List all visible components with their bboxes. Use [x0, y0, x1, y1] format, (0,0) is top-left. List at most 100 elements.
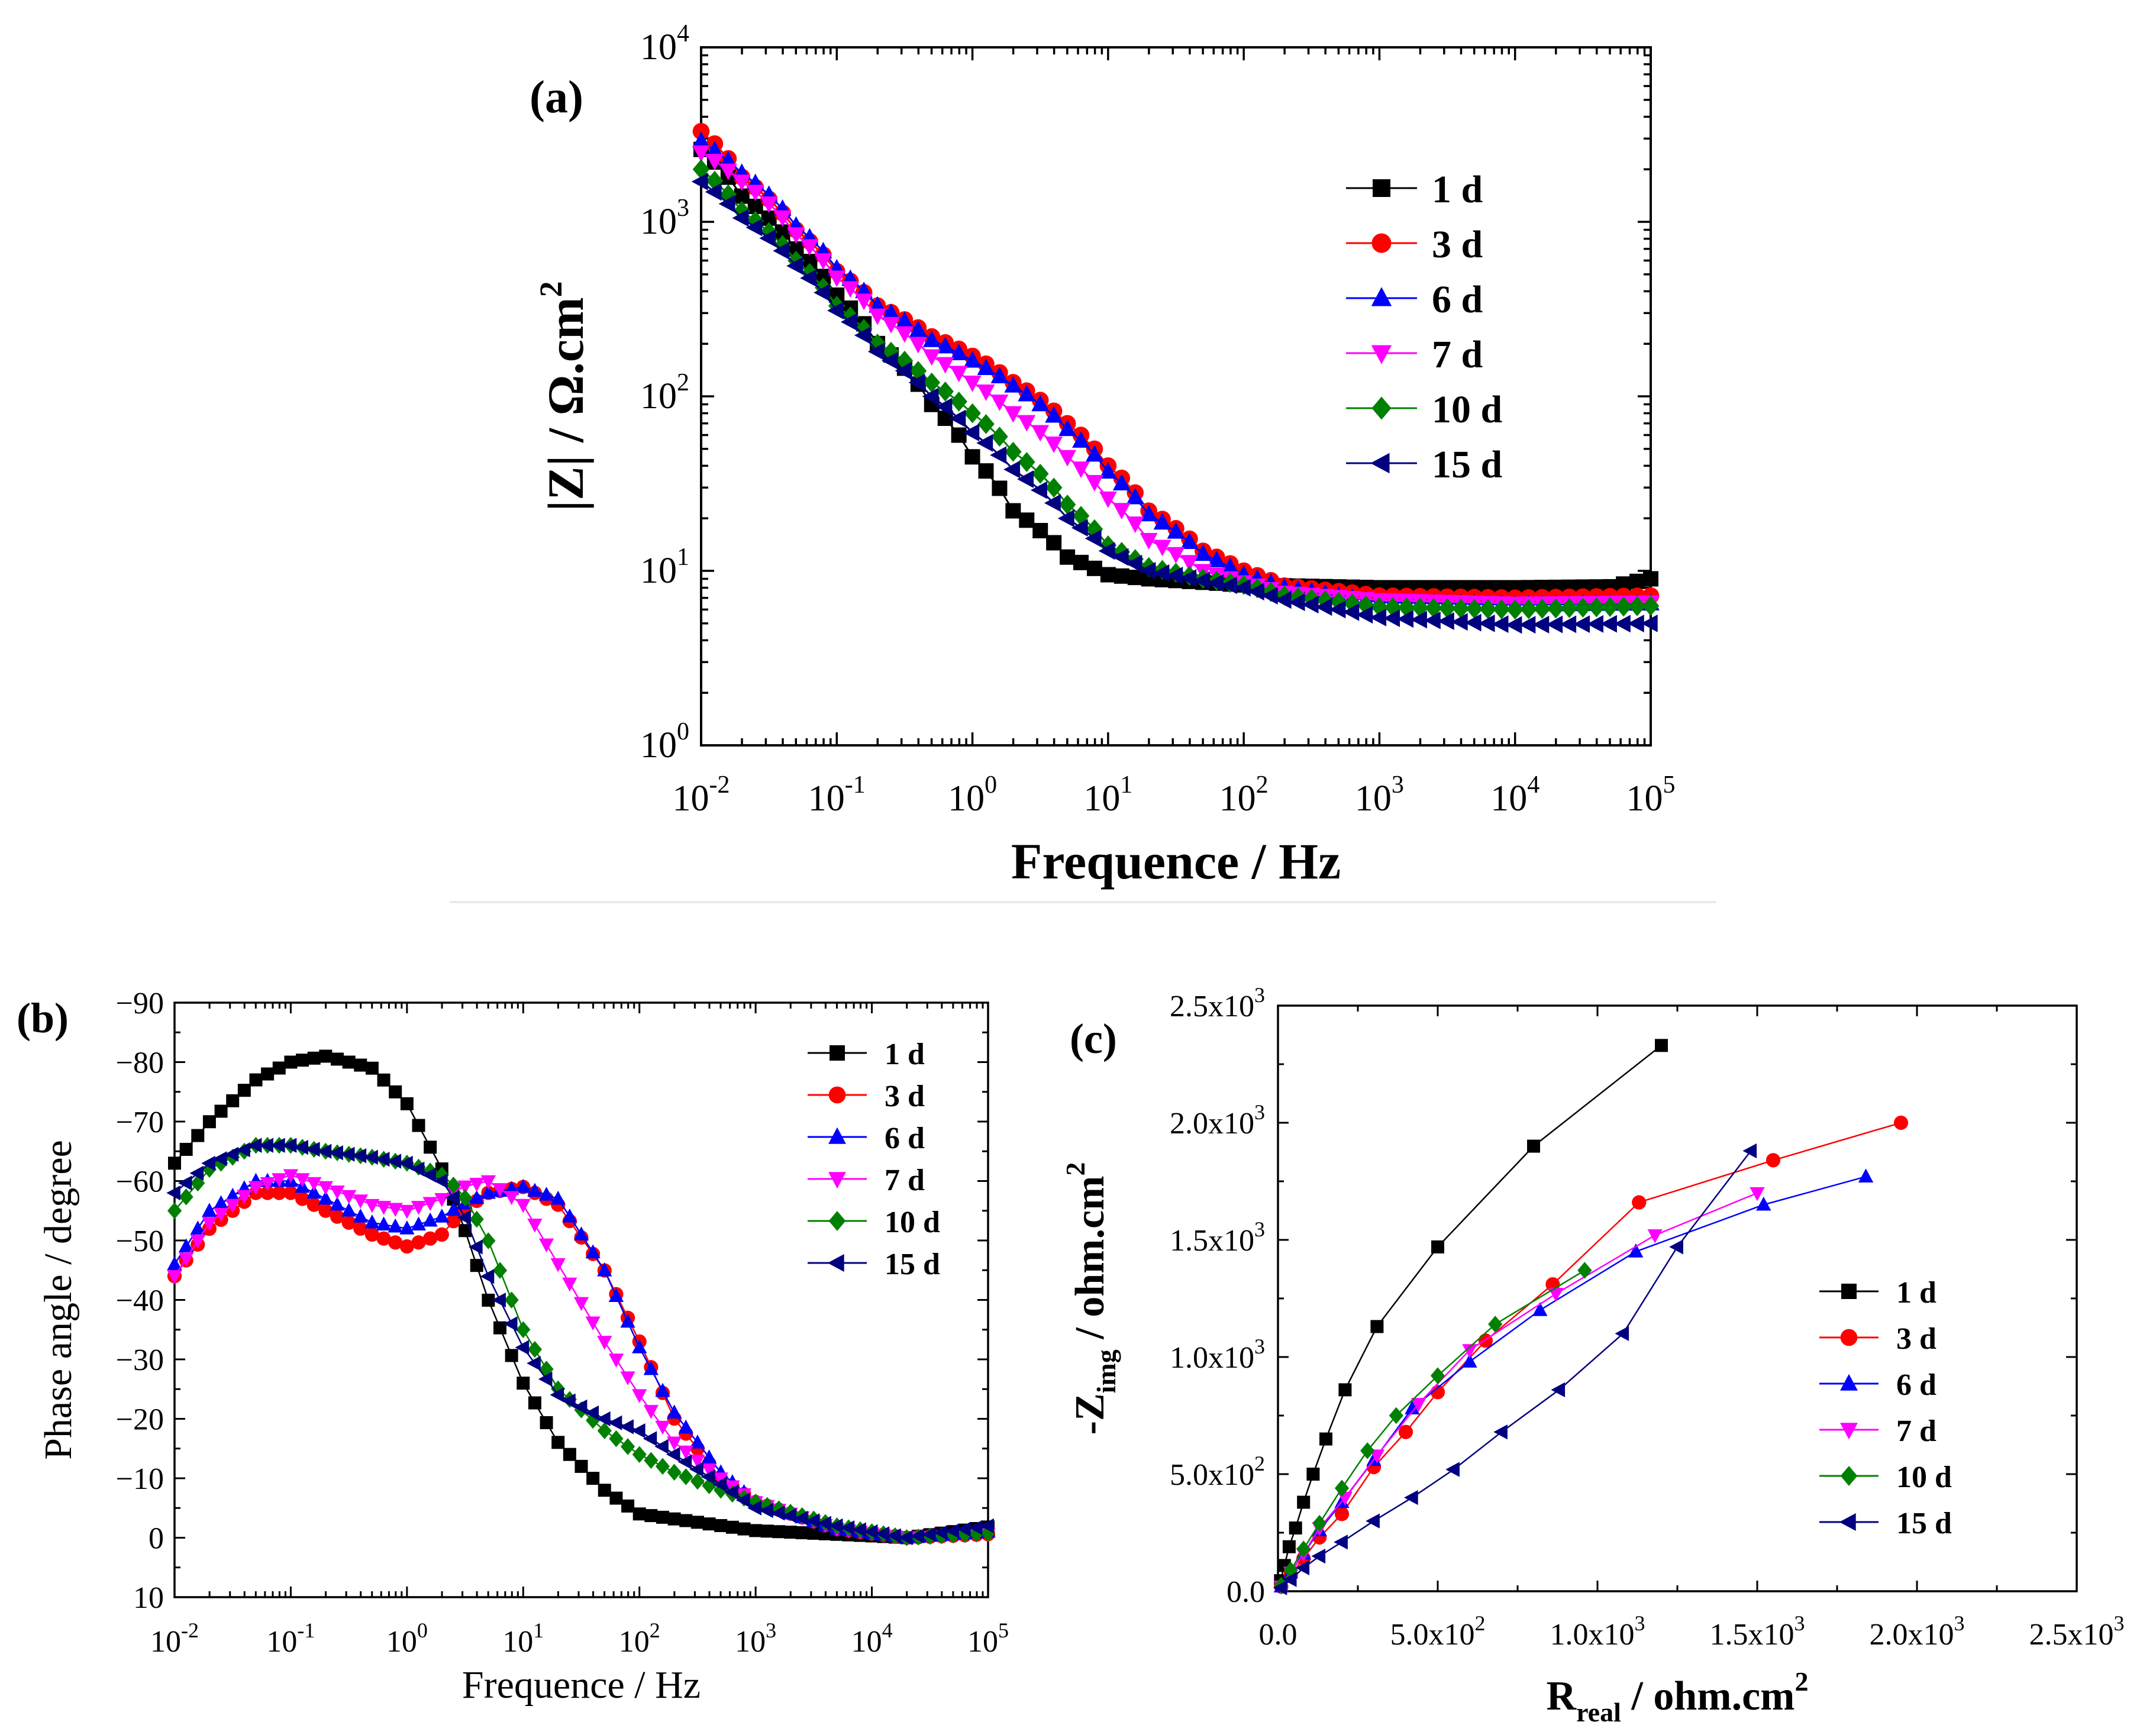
legend-marker [1840, 1329, 1858, 1346]
data-point [305, 1142, 320, 1157]
data-point [1140, 533, 1158, 550]
data-point [712, 1476, 727, 1492]
y-axis-title-rest: / ohm.cm [1067, 1176, 1113, 1350]
data-point [1520, 599, 1537, 619]
data-point [249, 1073, 263, 1087]
data-point [807, 1526, 821, 1540]
legend-marker [1371, 287, 1392, 306]
data-point [621, 1499, 635, 1513]
data-point [1587, 597, 1605, 618]
data-point [586, 1472, 600, 1485]
legend-marker [830, 1045, 845, 1061]
data-point [787, 227, 805, 244]
data-point [895, 361, 912, 380]
y-tick-label-base: 1.5x10 [1170, 1224, 1254, 1258]
data-point [1071, 519, 1088, 537]
data-point [457, 1189, 473, 1207]
y-tick-label: 101 [640, 544, 689, 591]
data-point [1085, 475, 1103, 492]
data-point [166, 1185, 180, 1201]
legend-marker [828, 1172, 846, 1189]
x-axis-title: Rreal / ohm.cm2 [1547, 1666, 1809, 1727]
data-point [1112, 548, 1129, 566]
series-15d [691, 173, 1658, 634]
data-point [990, 395, 1009, 411]
data-point [504, 1191, 519, 1206]
data-point [597, 1336, 612, 1350]
legend-marker [828, 1086, 846, 1104]
data-point [887, 1528, 901, 1543]
data-point [950, 343, 968, 360]
data-point [784, 1526, 798, 1539]
data-point [1126, 487, 1144, 505]
y-tick-label: 104 [640, 20, 689, 67]
data-point [1045, 406, 1063, 423]
data-point [1311, 1548, 1326, 1564]
x-tick-label: 105 [1626, 771, 1676, 819]
y-tick-label-exp: 4 [677, 20, 689, 47]
data-point [1193, 571, 1211, 590]
data-point [563, 1448, 576, 1461]
data-point [725, 1520, 739, 1534]
data-point [746, 185, 764, 202]
data-point [1180, 532, 1199, 550]
y-axis-title: -Zimg / ohm.cm2 [1060, 1162, 1121, 1435]
data-point [737, 1522, 751, 1536]
data-point [202, 1203, 217, 1217]
x-tick-label: 102 [1219, 771, 1269, 819]
data-point [882, 316, 900, 334]
data-point [1384, 597, 1402, 618]
data-point [457, 1210, 471, 1225]
data-point [236, 1142, 250, 1158]
y-tick-label-base: 10 [640, 27, 677, 67]
data-point [480, 1175, 496, 1190]
data-point [667, 1512, 681, 1526]
data-point [538, 1187, 554, 1201]
data-point [855, 293, 873, 311]
data-point [773, 210, 792, 227]
data-point [950, 392, 967, 412]
data-point [991, 427, 1008, 447]
data-point [353, 1194, 368, 1209]
x-tick-label-base: 10 [808, 778, 845, 819]
y-tick-label: 5.0x102 [1170, 1452, 1265, 1492]
data-point [714, 1481, 728, 1499]
x-axis-title: Frequence / Hz [462, 1663, 701, 1707]
data-point [1302, 596, 1319, 614]
data-point [504, 1291, 519, 1308]
data-point [923, 372, 941, 393]
x-tick-label-exp: 3 [1392, 771, 1404, 799]
data-point [284, 1055, 298, 1069]
data-point [759, 229, 776, 247]
data-point [225, 1187, 240, 1202]
data-point [1360, 1442, 1375, 1459]
data-point [1561, 598, 1578, 618]
data-point [515, 1198, 531, 1213]
data-point [1004, 406, 1022, 423]
data-point [1297, 1495, 1311, 1509]
panel-a: 10-2 10-1 100 101 102 103 104 10510010110210310… [530, 20, 1676, 890]
data-point [745, 218, 763, 237]
data-point [1445, 1462, 1460, 1477]
data-point [354, 1058, 367, 1072]
data-point [469, 1190, 485, 1204]
legend-marker [1840, 1466, 1858, 1486]
data-point [1334, 1534, 1348, 1550]
data-point [527, 1355, 541, 1371]
data-point [805, 1513, 820, 1529]
data-point [666, 1436, 682, 1451]
x-tick-label-exp: 4 [882, 1618, 893, 1642]
data-point [933, 1525, 948, 1540]
y-axis-title-sup: 2 [1060, 1162, 1090, 1176]
data-point [539, 1361, 554, 1378]
data-point [1548, 1288, 1564, 1302]
data-point [527, 1182, 543, 1197]
data-point [1289, 1521, 1302, 1535]
data-point [377, 1073, 390, 1087]
data-point [1220, 576, 1237, 595]
data-point [505, 1349, 518, 1362]
y-tick-label-exp: 3 [1254, 1100, 1265, 1124]
data-point [840, 1520, 855, 1536]
